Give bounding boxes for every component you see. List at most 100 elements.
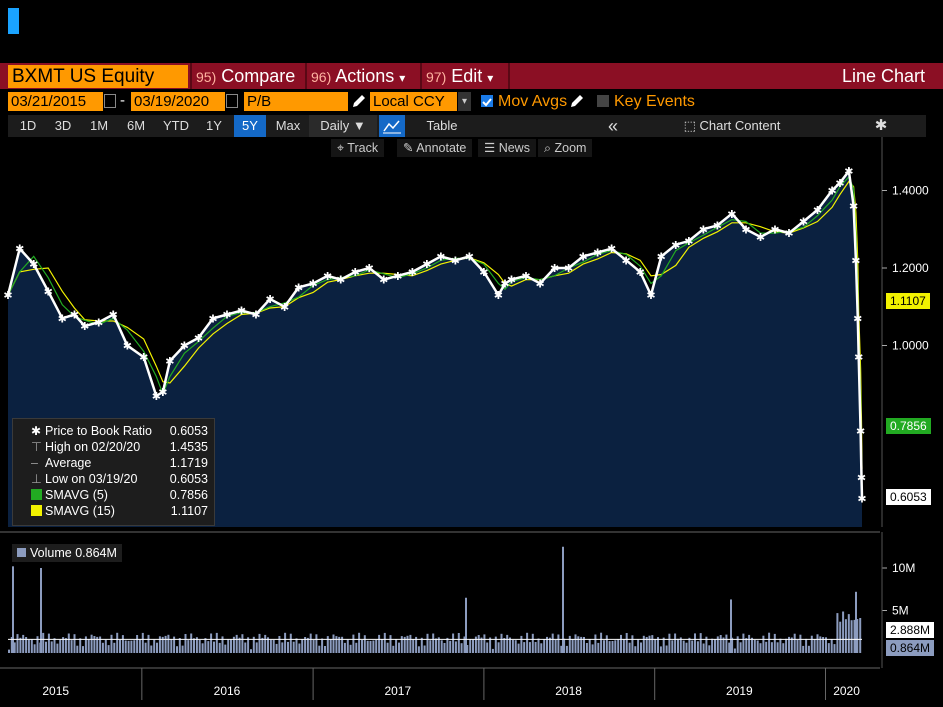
price-point: ✱ xyxy=(436,250,445,263)
chart-content-button[interactable]: ⬚ Chart Content xyxy=(672,115,792,137)
price-point: ✱ xyxy=(123,340,132,353)
edit-button[interactable]: 97) Edit ▾ xyxy=(426,63,493,89)
volume-bar xyxy=(531,633,534,653)
volume-bar xyxy=(691,640,694,653)
price-point: ✱ xyxy=(646,289,655,302)
period-button-ytd[interactable]: YTD xyxy=(163,118,189,133)
track-tool[interactable]: ⌖ Track xyxy=(331,139,385,157)
end-date-input[interactable]: 03/19/2020 xyxy=(131,92,225,111)
pencil-icon[interactable] xyxy=(568,93,584,110)
volume-bar xyxy=(674,633,677,653)
compare-button[interactable]: 95) Compare xyxy=(196,63,295,89)
volume-bar xyxy=(349,644,352,653)
volume-bar xyxy=(694,633,696,653)
price-point: ✱ xyxy=(851,254,860,267)
x-tick-label: 2020 xyxy=(833,684,860,698)
volume-bar xyxy=(637,639,640,653)
volume-bar xyxy=(355,642,358,653)
price-point: ✱ xyxy=(194,332,203,345)
volume-bar xyxy=(517,643,520,653)
period-button-1y[interactable]: 1Y xyxy=(206,118,222,133)
period-button-5y[interactable]: 5Y xyxy=(234,115,266,137)
price-point: ✱ xyxy=(180,340,189,353)
price-point: ✱ xyxy=(854,351,863,364)
price-point: ✱ xyxy=(564,262,573,275)
volume-bar xyxy=(153,639,156,653)
collapse-icon[interactable]: « xyxy=(607,116,618,136)
volume-bar xyxy=(659,646,662,653)
price-point: ✱ xyxy=(379,274,388,287)
calendar-icon[interactable] xyxy=(104,94,116,108)
volume-bar xyxy=(195,637,198,653)
volume-bar xyxy=(113,642,116,653)
chevron-down-icon[interactable]: ▾ xyxy=(458,92,471,111)
price-point: ✱ xyxy=(44,285,53,298)
period-button-max[interactable]: Max xyxy=(275,118,301,133)
volume-bar xyxy=(716,636,719,653)
x-tick-label: 2018 xyxy=(555,684,582,698)
vol-tick-label: 10M xyxy=(892,561,915,575)
chart-content-icon: ⬚ xyxy=(683,118,696,133)
pencil-icon[interactable] xyxy=(350,93,366,110)
volume-bar xyxy=(739,642,742,653)
volume-bar xyxy=(790,637,793,653)
volume-bar xyxy=(847,614,850,653)
price-point: ✱ xyxy=(853,312,862,325)
y-tick-label: 1.0000 xyxy=(892,339,929,353)
price-point: ✱ xyxy=(835,177,844,190)
volume-bar xyxy=(173,636,176,653)
volume-avg-tag: 2.888M xyxy=(886,622,935,638)
news-tool[interactable]: ☰ News xyxy=(478,139,536,157)
check-icon xyxy=(482,98,492,107)
volume-bar xyxy=(594,634,597,653)
volume-bar xyxy=(170,639,173,653)
legend-sma5-name: SMAVG (5) xyxy=(45,488,108,502)
key-events-checkbox[interactable] xyxy=(597,95,609,107)
mov-avgs-checkbox[interactable] xyxy=(481,95,493,107)
volume-bar xyxy=(415,636,418,653)
ticker-field[interactable]: BXMT US Equity xyxy=(8,65,188,88)
field-input[interactable]: P/B xyxy=(244,92,348,111)
volume-bar xyxy=(568,635,571,653)
start-date-input[interactable]: 03/21/2015 xyxy=(8,92,103,111)
volume-bar xyxy=(116,632,119,653)
period-button-6m[interactable]: 6M xyxy=(126,118,146,133)
price-point: ✱ xyxy=(521,270,530,283)
currency-select[interactable]: Local CCY xyxy=(370,92,457,111)
chevron-down-icon: ▼ xyxy=(352,118,366,133)
volume-spike xyxy=(562,546,564,653)
volume-spike xyxy=(855,591,857,653)
volume-bar xyxy=(622,639,625,653)
price-point: ✱ xyxy=(741,223,750,236)
volume-bar xyxy=(742,633,745,653)
volume-bar xyxy=(662,637,665,653)
gear-icon[interactable]: ✱ xyxy=(874,117,888,134)
volume-bar xyxy=(597,642,600,653)
zoom-tool[interactable]: ⌕ Zoom xyxy=(538,139,593,157)
line-chart-icon[interactable] xyxy=(379,115,405,137)
volume-bar xyxy=(679,637,682,653)
actions-button[interactable]: 96) Actions ▾ xyxy=(311,63,405,89)
period-button-3d[interactable]: 3D xyxy=(54,118,72,133)
volume-bar xyxy=(457,633,460,653)
volume-bar xyxy=(480,637,483,653)
volume-bar xyxy=(534,642,537,653)
header-separator xyxy=(305,63,307,89)
period-button-1d[interactable]: 1D xyxy=(19,118,37,133)
volume-bar xyxy=(62,637,65,653)
frequency-select[interactable]: Daily ▼ xyxy=(309,115,377,137)
volume-bar xyxy=(144,642,147,653)
volume-bar xyxy=(443,643,446,653)
volume-bar xyxy=(472,639,474,653)
volume-bar xyxy=(731,637,734,653)
period-button-1m[interactable]: 1M xyxy=(89,118,109,133)
volume-bar xyxy=(278,636,281,653)
table-button[interactable]: Table xyxy=(426,118,458,133)
calendar-icon[interactable] xyxy=(226,94,238,108)
price-point: ✱ xyxy=(799,216,808,229)
sma15-swatch-icon xyxy=(31,505,42,516)
price-chart[interactable]: ✱ ✱ ✱ ✱ ✱ ✱ ✱ ✱ ✱ ✱ ✱ ✱ ✱ ✱ ✱ ✱ ✱ ✱ ✱ ✱ ✱ ✱ ✱ ✱ ✱ ✱ ✱ ✱ ✱ ✱ ✱ ✱ ✱ ✱ ✱ ✱ ✱ ✱ ✱ ✱… xyxy=(0,135,943,707)
volume-bar xyxy=(454,641,457,653)
annotate-tool[interactable]: ✎ Annotate xyxy=(397,139,473,157)
volume-bar xyxy=(398,642,400,653)
